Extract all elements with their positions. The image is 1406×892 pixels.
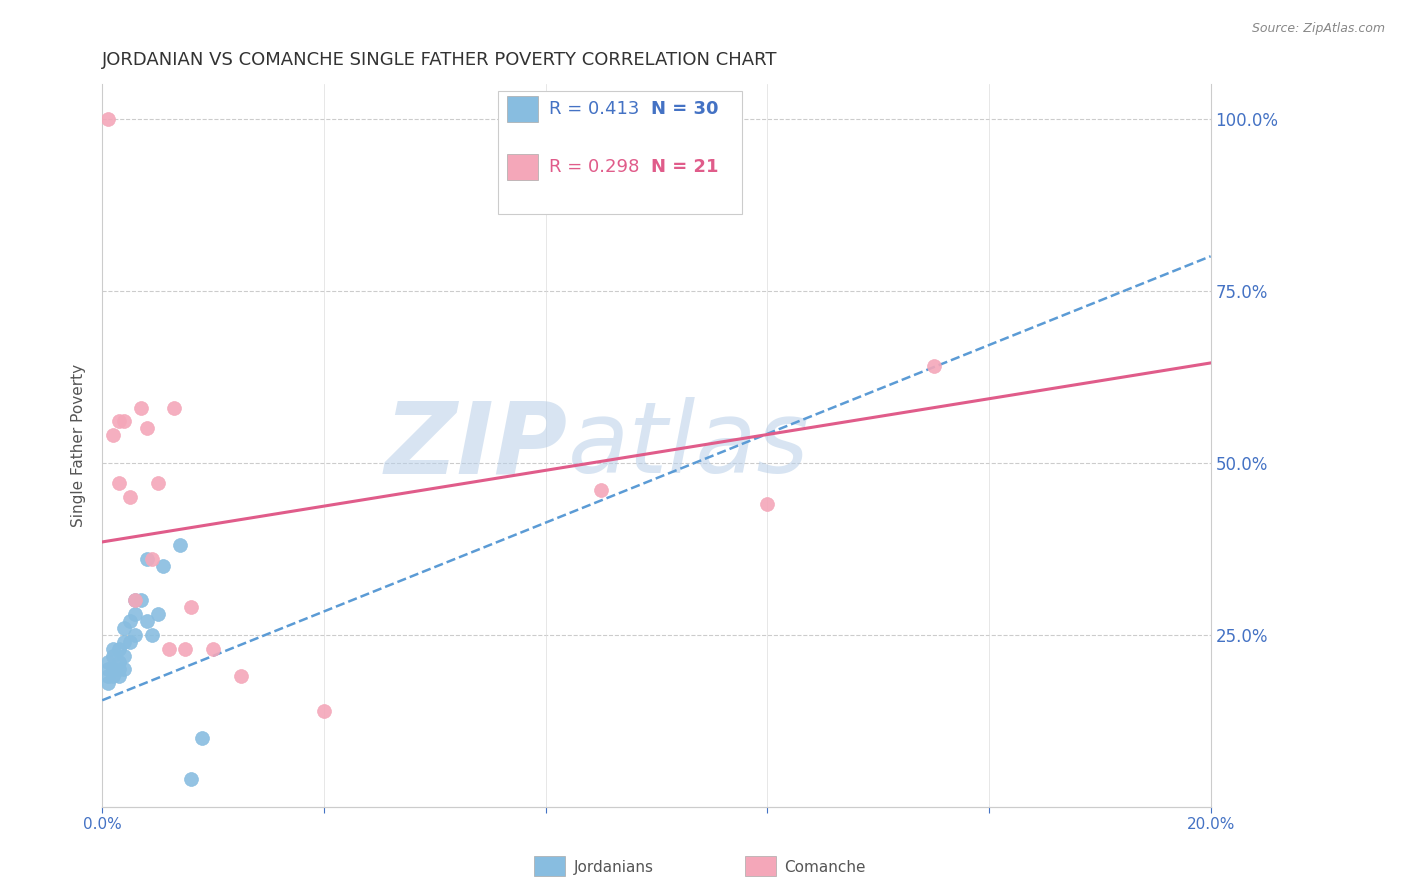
Point bbox=[97, 662, 120, 676]
Point bbox=[118, 490, 141, 504]
Point bbox=[112, 414, 135, 428]
Text: Jordanians: Jordanians bbox=[574, 860, 654, 874]
Point bbox=[108, 414, 131, 428]
Point bbox=[112, 662, 135, 676]
Point bbox=[163, 401, 186, 415]
Point bbox=[103, 648, 125, 663]
Point bbox=[129, 593, 152, 607]
Point bbox=[146, 476, 169, 491]
Point bbox=[97, 676, 120, 690]
Text: JORDANIAN VS COMANCHE SINGLE FATHER POVERTY CORRELATION CHART: JORDANIAN VS COMANCHE SINGLE FATHER POVE… bbox=[103, 51, 778, 69]
Point bbox=[589, 483, 612, 498]
Point bbox=[129, 401, 152, 415]
Point bbox=[135, 421, 157, 435]
Point bbox=[174, 641, 197, 656]
Point bbox=[124, 593, 146, 607]
Point bbox=[152, 559, 174, 574]
Point bbox=[112, 634, 135, 648]
Point bbox=[135, 552, 157, 566]
Point bbox=[103, 641, 125, 656]
Point bbox=[118, 614, 141, 628]
Point bbox=[103, 669, 125, 683]
Point bbox=[229, 669, 252, 683]
Point bbox=[180, 600, 202, 615]
Text: Source: ZipAtlas.com: Source: ZipAtlas.com bbox=[1251, 22, 1385, 36]
Point bbox=[124, 593, 146, 607]
FancyBboxPatch shape bbox=[506, 154, 538, 179]
Y-axis label: Single Father Poverty: Single Father Poverty bbox=[72, 364, 86, 527]
Point bbox=[756, 497, 779, 511]
Point bbox=[103, 428, 125, 442]
Text: N = 21: N = 21 bbox=[651, 158, 718, 176]
Point bbox=[202, 641, 225, 656]
Point bbox=[112, 648, 135, 663]
Point bbox=[141, 552, 163, 566]
Text: ZIP: ZIP bbox=[385, 397, 568, 494]
Point bbox=[97, 112, 120, 126]
Text: R = 0.413: R = 0.413 bbox=[548, 100, 640, 118]
Point bbox=[124, 628, 146, 642]
Point bbox=[118, 634, 141, 648]
Point bbox=[108, 662, 131, 676]
Text: Comanche: Comanche bbox=[785, 860, 866, 874]
FancyBboxPatch shape bbox=[498, 91, 742, 214]
Point bbox=[124, 607, 146, 622]
Point bbox=[97, 669, 120, 683]
Text: R = 0.298: R = 0.298 bbox=[548, 158, 640, 176]
Point bbox=[191, 731, 214, 746]
Point bbox=[108, 656, 131, 670]
Point bbox=[108, 476, 131, 491]
Point bbox=[108, 669, 131, 683]
Point bbox=[169, 538, 191, 552]
FancyBboxPatch shape bbox=[506, 96, 538, 121]
Point bbox=[180, 772, 202, 787]
Point bbox=[157, 641, 180, 656]
Point bbox=[108, 641, 131, 656]
Point bbox=[141, 628, 163, 642]
Point bbox=[135, 614, 157, 628]
Point bbox=[146, 607, 169, 622]
Point bbox=[97, 656, 120, 670]
Point bbox=[922, 359, 945, 374]
Text: N = 30: N = 30 bbox=[651, 100, 718, 118]
Point bbox=[112, 621, 135, 635]
Point bbox=[312, 704, 335, 718]
Text: atlas: atlas bbox=[568, 397, 810, 494]
Point bbox=[103, 662, 125, 676]
